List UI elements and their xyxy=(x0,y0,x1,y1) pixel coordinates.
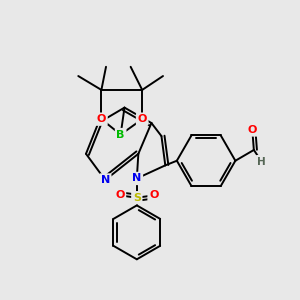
Text: O: O xyxy=(149,190,158,200)
Text: O: O xyxy=(137,114,147,124)
Text: N: N xyxy=(100,175,110,185)
Text: H: H xyxy=(257,157,266,166)
Text: S: S xyxy=(133,193,141,203)
Text: B: B xyxy=(116,130,125,140)
Text: O: O xyxy=(115,190,124,200)
Text: N: N xyxy=(132,173,141,184)
Text: O: O xyxy=(97,114,106,124)
Text: O: O xyxy=(248,125,257,135)
